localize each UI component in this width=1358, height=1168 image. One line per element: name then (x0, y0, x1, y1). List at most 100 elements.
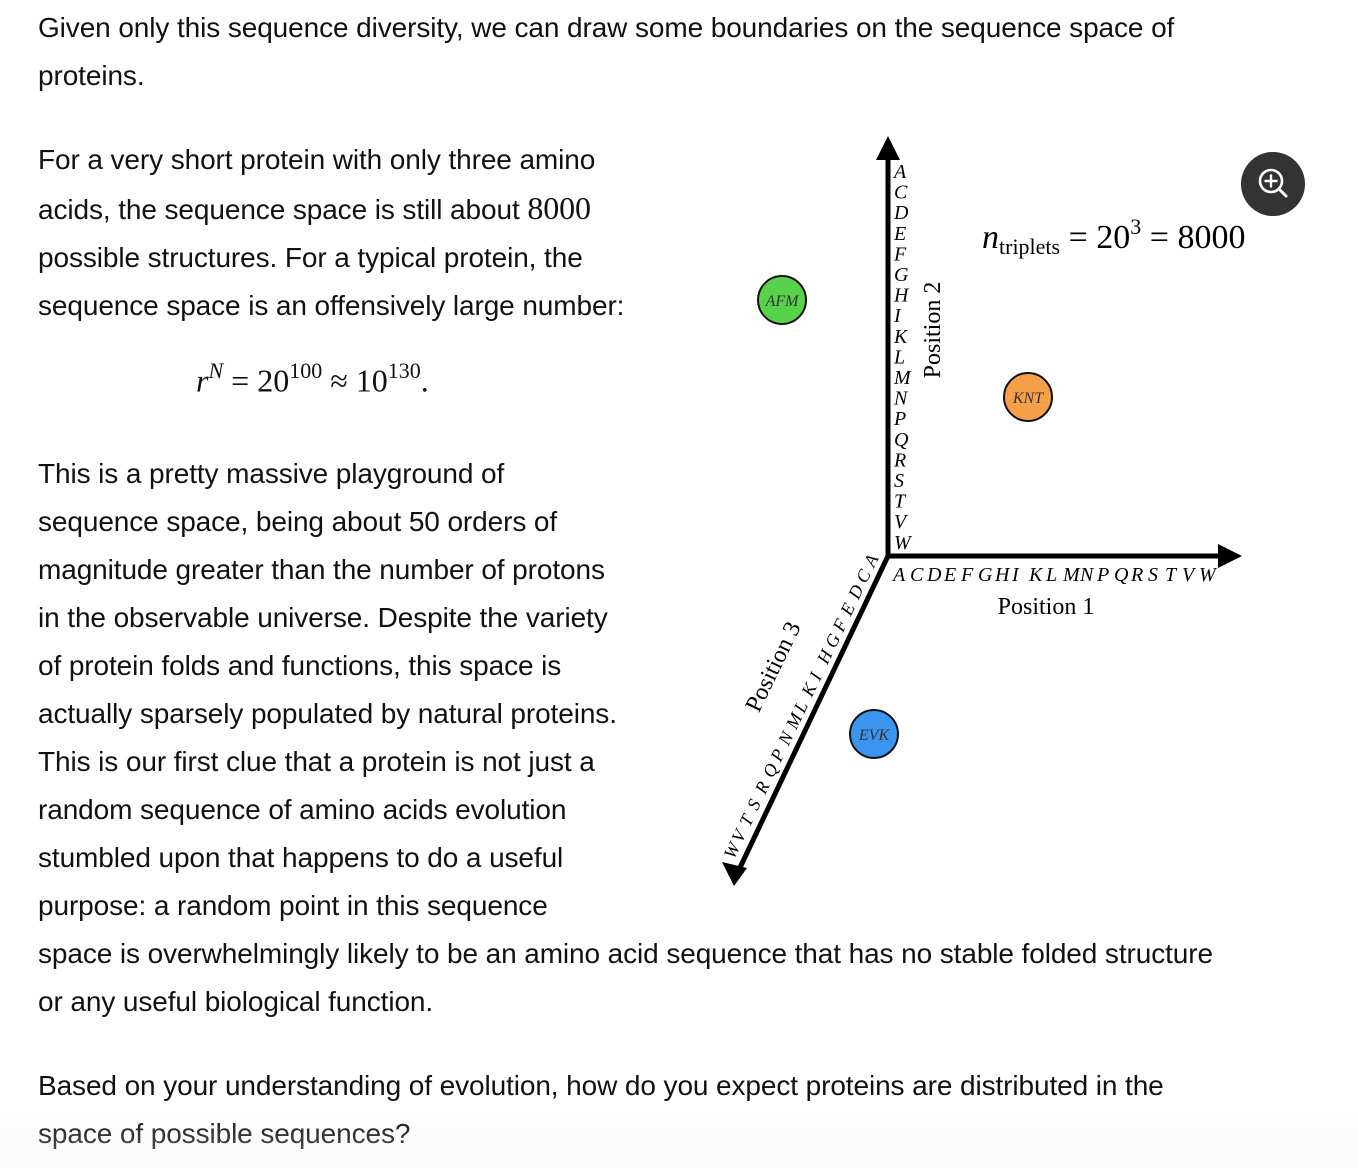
point-label-evk: EVK (858, 727, 891, 744)
axis-3-tick-S: S (743, 796, 765, 813)
axis-2-arrowhead (876, 136, 900, 160)
axis-1-tick-R: R (1130, 564, 1143, 586)
axis-1-tick-F: F (960, 564, 974, 586)
axis-2-tick-Q: Q (894, 429, 909, 451)
question-paragraph: Based on your understanding of evolution… (38, 1062, 1164, 1158)
formula-subscript: triplets (999, 234, 1060, 259)
axis-1-tick-M: M (1062, 564, 1081, 586)
axis-1-tick-V: V (1182, 564, 1197, 586)
formula-exponent: 3 (1130, 214, 1141, 239)
equation-exponent-130: 130 (387, 358, 421, 383)
text-line: or any useful biological function. (38, 986, 434, 1017)
axis-1-tick-S: S (1148, 564, 1158, 586)
text-line: space is overwhelmingly likely to be an … (38, 938, 1213, 969)
text-line: of protein folds and functions, this spa… (38, 650, 562, 681)
axis-3-tick-A: A (859, 550, 883, 570)
axis-2-tick-P: P (893, 408, 906, 430)
axis-2-tick-S: S (894, 470, 904, 492)
point-evk (849, 709, 899, 759)
axis-1-tick-G: G (978, 564, 993, 586)
axis-3-tick-F: F (828, 615, 852, 635)
axis-3-tick-C: C (852, 566, 876, 586)
axis-2-tick-N: N (893, 388, 909, 410)
axis-3-arrowhead (722, 862, 747, 886)
math-number: 8000 (527, 190, 591, 226)
text-line: sequence space, being about 50 orders of (38, 506, 558, 537)
axis-2-tick-T: T (894, 491, 907, 513)
text-line: possible structures. For a typical prote… (38, 242, 583, 273)
axis-1-label: Position 1 (998, 594, 1095, 620)
zoom-in-icon (1258, 168, 1288, 198)
playground-paragraph: This is a pretty massive playground of s… (38, 450, 1213, 1026)
axis-1-tick-A: A (891, 564, 906, 586)
axis-3-tick-Q: Q (759, 760, 783, 780)
sequence-space-equation: rN = 20100 ≈ 10130. (196, 358, 429, 400)
intro-paragraph: Given only this sequence diversity, we c… (38, 4, 1174, 100)
axis-3-tick-P: P (766, 746, 789, 766)
triplets-formula: ntriplets = 203 = 8000 (982, 214, 1245, 259)
text-line: acids, the sequence space is still about… (38, 184, 624, 234)
axis-2-tick-A: A (892, 161, 907, 183)
equation-period: . (420, 362, 429, 399)
text-line: Given only this sequence diversity, we c… (38, 12, 1175, 43)
axis-2-tick-G: G (894, 264, 909, 286)
axis-1-tick-W: W (1199, 564, 1218, 586)
equation-exponent-100: 100 (289, 358, 323, 383)
axis-1-tick-T: T (1165, 564, 1178, 586)
text-line: proteins. (38, 60, 145, 91)
axis-3-tick-N: N (774, 728, 798, 749)
axis-3-tick-K: K (797, 679, 821, 700)
equation-r: r (196, 362, 209, 399)
axis-3-tick-E: E (836, 600, 859, 620)
equation-equals: = 20 (223, 362, 290, 399)
point-label-afm: AFM (765, 293, 801, 310)
axis-2-tick-K: K (893, 326, 909, 348)
text-line: purpose: a random point in this sequence (38, 890, 548, 921)
axis-2-label: Position 2 (920, 282, 946, 379)
axis-1-tick-P: P (1096, 564, 1109, 586)
axis-2-tick-M: M (893, 367, 912, 389)
axis-2-tick-R: R (893, 449, 906, 471)
axis-1-tick-L: L (1045, 564, 1057, 586)
axis-3-tick-R: R (750, 778, 773, 798)
equation-exponent-n: N (208, 358, 224, 383)
point-label-knt: KNT (1012, 390, 1044, 407)
text-line: For a very short protein with only three… (38, 144, 596, 175)
point-afm (757, 275, 807, 325)
text-line: This is a pretty massive playground of (38, 458, 505, 489)
text-line: This is our first clue that a protein is… (38, 746, 595, 777)
text-fragment: acids, the sequence space is still about (38, 194, 528, 225)
axis-2-tick-C: C (894, 182, 908, 204)
formula-eq2: = 8000 (1141, 219, 1245, 256)
text-line: sequence space is an offensively large n… (38, 290, 625, 321)
axis-1-tick-E: E (943, 564, 956, 586)
axis-1-tick-I: I (1011, 564, 1020, 586)
axis-2-tick-I: I (893, 305, 902, 327)
short-protein-paragraph: For a very short protein with only three… (38, 136, 624, 330)
text-line: Based on your understanding of evolution… (38, 1070, 1164, 1101)
axis-3-tick-I: I (805, 668, 826, 684)
zoom-button[interactable] (1241, 152, 1305, 216)
axis-2-tick-V: V (894, 511, 909, 533)
text-line: space of possible sequences? (38, 1118, 411, 1149)
text-line: stumbled upon that happens to do a usefu… (38, 842, 564, 873)
axis-position-3 (733, 554, 891, 878)
axis-2-tick-W: W (894, 532, 913, 554)
text-line: actually sparsely populated by natural p… (38, 698, 617, 729)
axis-1-tick-N: N (1079, 564, 1095, 586)
axis-2-tick-E: E (893, 223, 906, 245)
axis-2-tick-H: H (893, 285, 910, 307)
formula-n: n (982, 219, 999, 256)
axis-2-tick-D: D (893, 202, 909, 224)
axis-2-tick-F: F (893, 243, 907, 265)
equation-approx: ≈ 10 (322, 362, 388, 399)
axis-1-tick-H: H (994, 564, 1011, 586)
text-line: magnitude greater than the number of pro… (38, 554, 605, 585)
axis-1-tick-C: C (910, 564, 924, 586)
axis-1-tick-D: D (926, 564, 942, 586)
